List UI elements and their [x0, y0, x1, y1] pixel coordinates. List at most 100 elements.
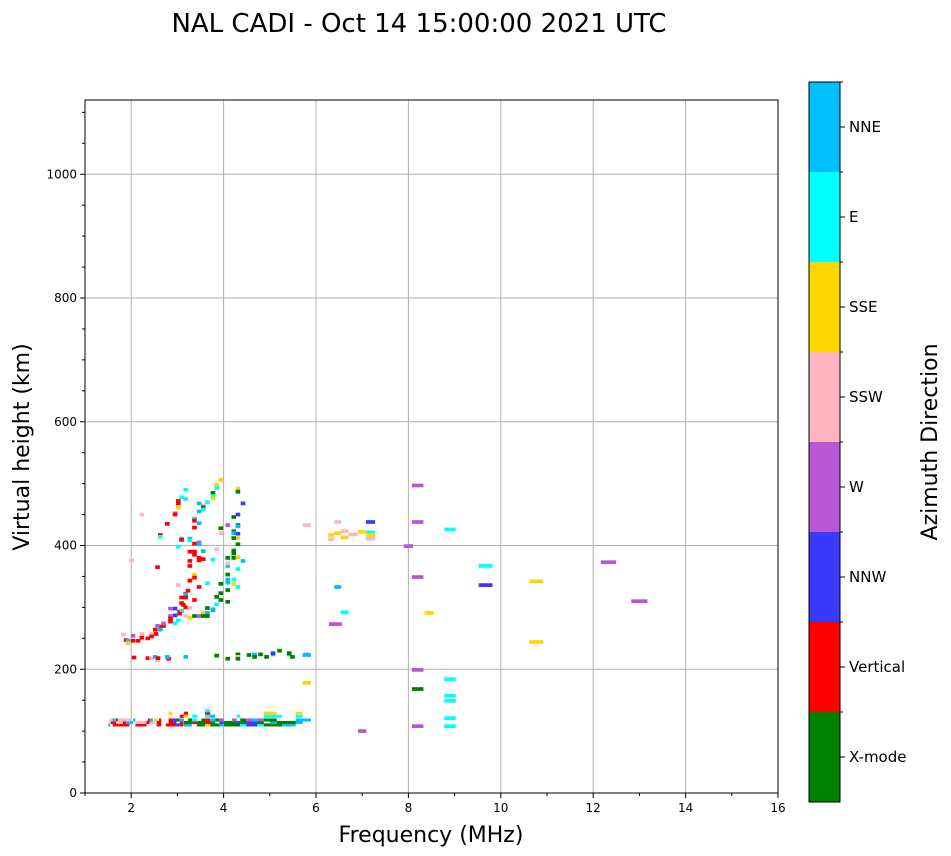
data-point: [176, 583, 181, 587]
data-point: [205, 611, 210, 615]
data-point: [179, 595, 184, 600]
data-point: [214, 486, 219, 490]
data-segment: [210, 720, 216, 725]
grid-lines: [85, 100, 778, 794]
data-point: [121, 632, 126, 637]
data-segment: [183, 723, 192, 727]
data-point: [231, 531, 237, 535]
data-segment: [191, 720, 198, 725]
data-segment: [173, 718, 177, 722]
chart-title: NAL CADI - Oct 14 15:00:00 2021 UTC: [171, 9, 666, 39]
data-point: [161, 624, 166, 628]
data-point: [357, 530, 366, 534]
colorbar-swatch-ssw: [809, 352, 840, 442]
data-segment: [205, 723, 211, 727]
y-axis-label: Virtual height (km): [10, 343, 35, 550]
data-segment: [149, 718, 153, 722]
data-marks: [108, 478, 648, 733]
data-segment: [158, 718, 162, 722]
data-point: [196, 542, 202, 547]
data-point: [187, 606, 193, 610]
data-point: [444, 716, 456, 720]
data-segment: [263, 723, 283, 727]
data-segment: [263, 711, 277, 715]
data-point: [192, 598, 197, 602]
data-point: [334, 531, 342, 535]
data-point: [179, 538, 184, 542]
data-point: [529, 640, 544, 644]
data-point: [196, 585, 202, 589]
data-point: [403, 544, 414, 548]
data-point: [225, 564, 231, 568]
data-point: [187, 616, 193, 620]
colorbar-label: Azimuth Direction: [918, 343, 943, 540]
data-point: [130, 633, 136, 638]
data-point: [365, 530, 376, 535]
data-segment: [122, 720, 127, 725]
data-point: [187, 538, 193, 543]
data-point: [196, 558, 202, 563]
data-point: [139, 512, 145, 517]
data-point: [205, 614, 210, 618]
data-point: [176, 544, 181, 549]
data-segment: [153, 718, 158, 722]
data-segment: [219, 720, 224, 725]
data-point: [231, 551, 237, 556]
data-point: [210, 494, 216, 498]
data-point: [218, 531, 224, 535]
data-segment: [126, 718, 132, 722]
y-tick-label: 400: [54, 539, 77, 553]
x-tick-label: 14: [678, 801, 693, 815]
colorbar-label-w: W: [849, 478, 864, 496]
colorbar-label-x-mode: X-mode: [849, 748, 906, 766]
colorbar-label-nnw: NNW: [849, 568, 886, 586]
data-segment: [183, 720, 192, 725]
data-segment: [240, 718, 247, 722]
data-point: [192, 518, 197, 523]
data-point: [235, 542, 241, 547]
data-point: [192, 575, 197, 580]
data-point: [179, 609, 184, 613]
data-point: [149, 634, 154, 639]
data-point: [214, 483, 219, 487]
data-point: [231, 536, 237, 540]
data-point: [302, 653, 311, 657]
data-point: [240, 559, 246, 563]
data-segment: [146, 720, 150, 725]
data-point: [155, 624, 160, 628]
data-point: [149, 656, 154, 660]
data-point: [225, 588, 231, 592]
colorbar-frame: [808, 81, 841, 803]
data-point: [181, 603, 186, 607]
data-point: [192, 549, 197, 554]
data-segment: [282, 720, 303, 725]
data-segment: [276, 714, 283, 718]
data-point: [478, 583, 493, 587]
data-segment: [246, 720, 258, 725]
data-point: [264, 655, 269, 659]
data-point: [444, 527, 456, 532]
data-point: [235, 486, 241, 491]
data-segment: [192, 718, 198, 722]
data-segment: [257, 718, 264, 722]
data-segment: [135, 723, 147, 727]
colorbar-label-ssw: SSW: [849, 388, 883, 406]
y-tick-label: 200: [54, 662, 77, 676]
colorbar-swatch-e: [809, 172, 840, 262]
data-point: [225, 523, 231, 527]
data-point: [290, 655, 295, 659]
data-point: [125, 641, 131, 646]
data-point: [192, 541, 197, 546]
data-point: [185, 588, 191, 593]
data-segment: [173, 720, 177, 725]
colorbar-label-sse: SSE: [849, 298, 878, 316]
data-point: [240, 501, 246, 506]
data-point: [235, 531, 241, 536]
data-point: [348, 532, 358, 537]
data-point: [130, 638, 136, 643]
data-point: [176, 505, 181, 510]
data-segment: [126, 720, 134, 725]
data-point: [155, 565, 160, 570]
data-point: [529, 579, 544, 584]
data-point: [164, 521, 170, 526]
